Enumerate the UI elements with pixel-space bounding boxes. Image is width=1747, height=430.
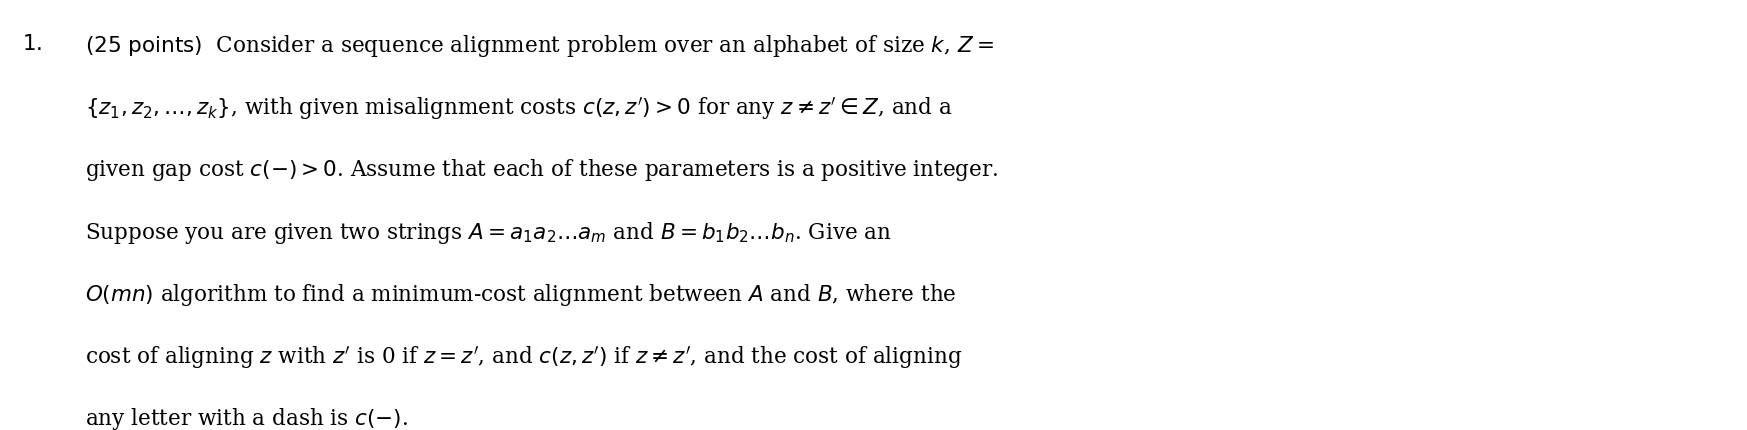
Text: $\{z_1, z_2, \ldots, z_k\}$, with given misalignment costs $c(z, z^\prime) > 0$ : $\{z_1, z_2, \ldots, z_k\}$, with given … — [86, 95, 952, 121]
Text: $(25\ \mathrm{points})$  Consider a sequence alignment problem over an alphabet : $(25\ \mathrm{points})$ Consider a seque… — [86, 33, 994, 59]
Text: $1.$: $1.$ — [23, 33, 42, 55]
Text: any letter with a dash is $c({-})$.: any letter with a dash is $c({-})$. — [86, 405, 409, 430]
Text: $O(mn)$ algorithm to find a minimum-cost alignment between $A$ and $B$, where th: $O(mn)$ algorithm to find a minimum-cost… — [86, 281, 957, 307]
Text: cost of aligning $z$ with $z^\prime$ is 0 if $z = z^\prime$, and $c(z, z^\prime): cost of aligning $z$ with $z^\prime$ is … — [86, 344, 963, 370]
Text: Suppose you are given two strings $A = a_1 a_2 \ldots a_m$ and $B = b_1 b_2 \ldo: Suppose you are given two strings $A = a… — [86, 219, 893, 245]
Text: given gap cost $c({-}) > 0$. Assume that each of these parameters is a positive : given gap cost $c({-}) > 0$. Assume that… — [86, 157, 999, 183]
